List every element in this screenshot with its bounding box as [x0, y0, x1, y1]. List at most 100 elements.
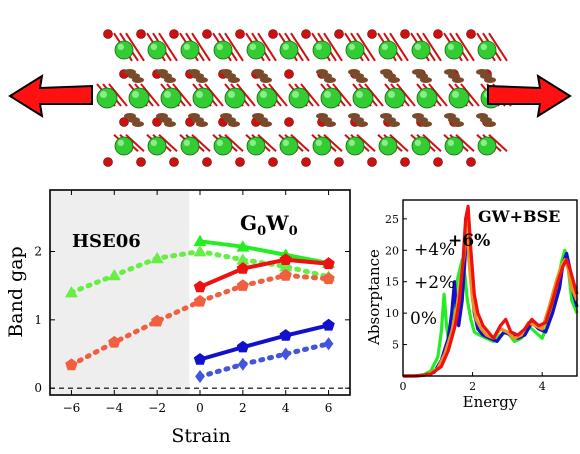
- bond-53: [268, 83, 288, 107]
- g0w0-annotation-sub1: 0: [257, 224, 266, 239]
- green-atom-highlight-159: [420, 91, 427, 98]
- band-gap-point-green-solid-0: [193, 234, 207, 247]
- green-atom-148: [256, 87, 278, 109]
- green-atom-highlight-165: [117, 139, 124, 147]
- green-atom-142: [160, 87, 182, 109]
- band-gap-point-blue-solid-0: [193, 353, 207, 365]
- bond-14: [257, 32, 277, 62]
- green-atom-highlight-115: [117, 43, 124, 50]
- absorptance-line-green: [403, 248, 579, 378]
- band-gap-point-red-dotted-4: [236, 279, 249, 291]
- absorptance-xtick-label-1: 2: [469, 380, 476, 393]
- brown-atom-107: [420, 121, 432, 127]
- band-gap-point-red-dotted-1: [108, 335, 121, 348]
- legend-label-plus-4: +4%: [414, 240, 455, 260]
- band-gap-xtick-label-3: 0: [196, 401, 204, 415]
- green-atom-highlight-149: [260, 91, 267, 98]
- gw-bse-title: GW+BSE: [478, 207, 560, 226]
- brown-atom-104: [388, 121, 400, 127]
- band-gap-point-blue-dotted-1: [237, 357, 248, 371]
- green-atom-128: [345, 40, 365, 60]
- green-atom-highlight-173: [249, 139, 256, 147]
- green-atom-124: [279, 40, 299, 60]
- bond-83: [191, 134, 211, 152]
- small-red-atom-11: [466, 29, 476, 39]
- band-gap-series-red-solid: [193, 253, 335, 293]
- green-atom-highlight-157: [388, 91, 395, 98]
- brown-atom-98: [324, 121, 336, 127]
- green-atom-168: [180, 136, 200, 156]
- band-gap-point-green-dotted-2: [150, 251, 164, 264]
- band-gap-point-green-dotted-0: [64, 286, 78, 298]
- small-red-atom-20: [367, 157, 377, 167]
- band-gap-line-blue-solid: [198, 323, 331, 362]
- band-gap-point-green-dotted-1: [107, 268, 121, 281]
- absorptance-series-group: [403, 204, 579, 378]
- band-gap-point-blue-solid-3: [322, 318, 335, 331]
- green-atom-highlight-129: [348, 43, 355, 50]
- small-red-atom-3: [202, 29, 212, 39]
- bond-2: [125, 32, 145, 62]
- green-atom-highlight-123: [249, 43, 256, 50]
- band-gap-xtick-label-4: 2: [239, 401, 247, 415]
- green-atom-138: [96, 87, 118, 109]
- band-gap-point-green-dotted-4: [236, 253, 250, 265]
- band-gap-series-blue-dotted: [195, 337, 334, 384]
- brown-atom-86: [164, 121, 176, 127]
- green-atom-152: [320, 87, 342, 109]
- small-red-atom-41: [284, 117, 294, 127]
- band-gap-point-red-solid-3: [322, 257, 335, 270]
- bond-89: [257, 134, 277, 152]
- small-red-atom-14: [169, 157, 179, 167]
- band-gap-ytick-label-0: 0: [34, 381, 42, 395]
- band-gap-ticks: −6 −4 −2 0 2 4 6 0 1 2: [34, 190, 350, 415]
- band-gap-point-blue-solid-2: [279, 329, 292, 341]
- band-gap-y-axis-label: Band gap: [5, 246, 27, 337]
- brown-atom-74: [420, 77, 432, 83]
- absorptance-xtick-label-2: 4: [539, 380, 546, 393]
- absorptance-ytick-label-3: 20: [385, 244, 399, 257]
- green-atom-126: [312, 40, 332, 60]
- small-red-atom-4: [235, 29, 245, 39]
- legend-label-plus-2: +2%: [414, 273, 455, 293]
- band-gap-xtick-label-2: −2: [148, 401, 166, 415]
- absorptance-ytick-label-2: 15: [385, 276, 399, 289]
- small-red-atom-9: [400, 29, 410, 39]
- green-atom-120: [213, 40, 233, 60]
- green-atom-highlight-169: [183, 139, 191, 147]
- band-gap-point-green-dotted-5: [279, 260, 293, 272]
- legend-label-zero: 0%: [410, 309, 437, 329]
- bond-59: [332, 83, 352, 107]
- green-atom-154: [352, 87, 374, 109]
- green-atom-highlight-167: [150, 139, 158, 147]
- green-atom-164: [114, 136, 134, 156]
- green-atom-160: [448, 87, 470, 109]
- g0w0-annotation: G0W0: [240, 211, 298, 239]
- green-atom-highlight-121: [216, 43, 224, 50]
- brown-atom-68: [356, 77, 368, 83]
- brown-atom-83: [132, 121, 144, 127]
- band-gap-ytick-label-2: 2: [34, 245, 42, 259]
- absorptance-x-axis-label: Energy: [463, 393, 518, 411]
- band-gap-xtick-label-5: 4: [282, 401, 290, 415]
- small-red-atom-8: [367, 29, 377, 39]
- green-atom-highlight-177: [315, 139, 322, 147]
- atom-lattice: [96, 29, 502, 167]
- bond-86: [224, 134, 244, 152]
- g0w0-annotation-w: W: [265, 211, 289, 235]
- green-atom-highlight-131: [381, 43, 388, 50]
- small-red-atom-6: [301, 29, 311, 39]
- band-gap-x-axis-label: Strain: [171, 425, 230, 447]
- bond-35: [488, 32, 508, 62]
- green-atom-140: [128, 87, 150, 109]
- crystal-illustration: [8, 29, 572, 167]
- bond-71: [460, 83, 480, 107]
- green-atom-highlight-137: [480, 43, 487, 50]
- band-gap-ytick-label-1: 1: [34, 313, 42, 327]
- small-red-atom-15: [202, 157, 212, 167]
- green-atom-122: [246, 40, 266, 60]
- green-atom-highlight-183: [414, 139, 421, 147]
- bond-62: [364, 83, 384, 107]
- brown-atom-110: [452, 121, 464, 127]
